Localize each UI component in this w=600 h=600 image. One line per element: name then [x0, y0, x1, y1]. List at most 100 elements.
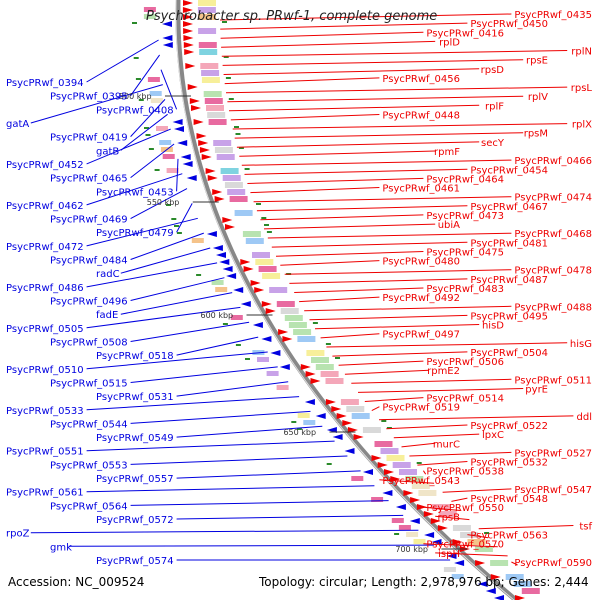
- accession-text: Accession: NC_009524: [8, 575, 145, 589]
- forward-gene-arrow: [186, 175, 197, 181]
- right-gene-label: rpsL: [571, 83, 593, 94]
- cog-category-bar: [371, 497, 384, 502]
- forward-gene-arrow: [180, 154, 191, 160]
- label-connector-line: [357, 388, 524, 393]
- right-gene-label: PsycPRwf_0488: [514, 302, 592, 313]
- label-connector-line: [442, 488, 512, 493]
- label-connector-line: [344, 369, 430, 375]
- gene-labels: PsycPRwf_0394 PsycPRwf_0395 PsycPRwf_0408g…: [6, 10, 592, 569]
- reverse-gene-arrow: [201, 154, 212, 160]
- left-gene-label: PsycPRwf_0531: [96, 392, 174, 403]
- label-connector-line: [289, 278, 468, 284]
- right-gene-label: rplX: [572, 120, 592, 131]
- forward-gene-arrow: [216, 252, 226, 258]
- label-connector-line: [221, 50, 568, 57]
- label-connector-line: [309, 314, 468, 321]
- cog-category-bar: [297, 413, 310, 418]
- cog-category-bar: [284, 315, 303, 321]
- label-connector-line: [130, 143, 175, 178]
- right-gene-label: PsycPRwf_0416: [426, 28, 504, 39]
- right-gene-label: PsycPRwf_0563: [470, 531, 548, 542]
- right-gene-label: PsycPRwf_0467: [470, 202, 548, 213]
- gc-marker: [135, 78, 141, 80]
- forward-gene-arrow: [174, 126, 184, 132]
- left-gene-label: rpoZ: [6, 529, 30, 540]
- cog-category-bar: [325, 378, 344, 384]
- label-connector-line: [371, 406, 380, 412]
- reverse-gene-arrow: [250, 280, 261, 286]
- kbp-tick-label: 700 kbp: [395, 545, 428, 554]
- label-connector-line: [86, 440, 335, 452]
- forward-gene-arrow: [182, 161, 193, 167]
- label-connector-line: [130, 277, 225, 301]
- cog-category-bar: [391, 518, 404, 523]
- reverse-gene-arrow: [184, 49, 195, 55]
- forward-gene-arrow: [233, 287, 244, 293]
- cog-category-bar: [505, 574, 524, 580]
- cog-category-bar: [147, 77, 160, 82]
- reverse-gene-arrow: [225, 224, 235, 230]
- forward-gene-arrow: [494, 595, 504, 600]
- label-connector-line: [130, 99, 166, 137]
- reverse-gene-arrow: [377, 462, 388, 468]
- reverse-gene-arrow: [403, 490, 414, 496]
- reverse-gene-arrow: [191, 105, 201, 111]
- left-gene-label: PsycPRwf_0564: [50, 501, 128, 512]
- cog-category-bar: [162, 154, 175, 159]
- left-gene-label: PsycPRwf_0465: [50, 174, 128, 185]
- cog-category-bar: [340, 399, 359, 405]
- right-gene-label: PsycPRwf_0481: [470, 238, 548, 249]
- cog-category-bar: [159, 140, 172, 145]
- left-gene-label: PsycPRwf_0479: [96, 228, 174, 239]
- reverse-gene-arrow: [183, 42, 194, 48]
- reverse-gene-arrow: [325, 399, 336, 405]
- cog-category-bar: [380, 448, 399, 454]
- cog-category-bar: [452, 525, 471, 531]
- right-gene-label: PsycPRwf_0527: [514, 448, 592, 459]
- forward-gene-arrow: [279, 364, 290, 370]
- cog-category-bar: [198, 0, 216, 6]
- label-connector-line: [332, 351, 468, 357]
- right-gene-label: PsycPRwf_0532: [470, 458, 548, 469]
- cog-category-bar: [276, 385, 289, 390]
- label-connector-line: [219, 13, 512, 21]
- gc-marker: [174, 225, 179, 227]
- reverse-gene-arrow: [282, 336, 293, 342]
- forward-gene-arrow: [162, 21, 172, 27]
- cog-category-bar: [149, 91, 162, 96]
- cog-category-bar: [229, 196, 248, 202]
- label-connector-line: [423, 506, 461, 511]
- label-connector-line: [120, 292, 233, 315]
- cog-category-bar: [386, 455, 405, 461]
- right-gene-label: ddl: [577, 412, 592, 423]
- reverse-gene-arrow: [416, 504, 427, 510]
- label-connector-line: [244, 168, 468, 175]
- label-connector-line: [86, 396, 300, 411]
- label-connector-line: [176, 381, 289, 397]
- gc-marker: [196, 274, 202, 276]
- right-gene-label: ubiA: [438, 220, 460, 231]
- cog-category-bar: [320, 371, 339, 377]
- label-connector-line: [253, 196, 512, 203]
- left-gene-label: PsycPRwf_0510: [6, 365, 84, 376]
- cog-category-bar: [474, 546, 493, 552]
- label-connector-line: [435, 552, 508, 557]
- reverse-gene-arrow: [214, 196, 225, 202]
- label-connector-line: [247, 177, 424, 184]
- cog-category-bar: [156, 126, 168, 131]
- cog-category-bar: [197, 7, 216, 13]
- gc-marker: [335, 357, 340, 359]
- reverse-gene-arrow: [265, 308, 276, 314]
- reverse-gene-arrow: [310, 378, 321, 384]
- right-gene-label: PsycPRwf_0495: [470, 311, 548, 322]
- gc-marker: [225, 77, 231, 79]
- reverse-gene-arrow: [189, 98, 200, 104]
- reverse-gene-arrow: [183, 0, 193, 6]
- label-connector-line: [232, 123, 568, 130]
- reverse-gene-arrow: [182, 7, 193, 13]
- label-connector-line: [220, 22, 468, 30]
- cog-category-bar: [276, 301, 295, 307]
- label-connector-line: [230, 114, 380, 121]
- gc-marker: [266, 231, 272, 233]
